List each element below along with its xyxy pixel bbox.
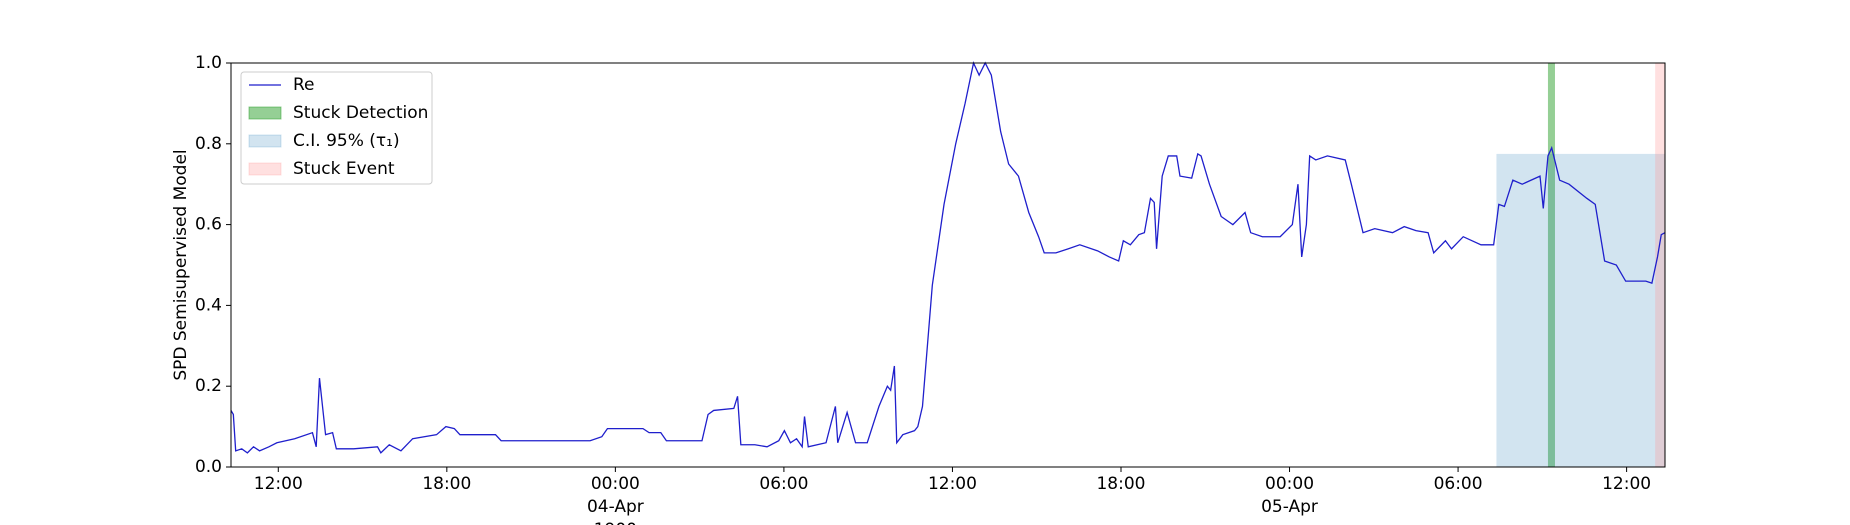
x-tick-label: 18:00 xyxy=(1096,474,1146,494)
legend-label: Stuck Detection xyxy=(293,103,428,123)
legend-patch xyxy=(248,106,282,120)
y-tick-label: 0.8 xyxy=(195,134,222,154)
y-tick-label: 0.0 xyxy=(195,457,222,477)
x-tick-label: 12:00 xyxy=(1602,474,1652,494)
y-tick-label: 0.6 xyxy=(195,215,222,235)
y-tick-label: 1.0 xyxy=(195,53,222,73)
data-line xyxy=(230,60,1666,454)
span xyxy=(1496,153,1665,467)
plot-frame xyxy=(230,62,1666,468)
x-tick-label: 18:00 xyxy=(422,474,472,494)
y-tick-label: 0.4 xyxy=(195,295,222,315)
span xyxy=(1655,63,1665,467)
x-tick-label: 06:00 xyxy=(1433,474,1483,494)
x-tick-label: 00:00 05-Apr xyxy=(1261,474,1318,517)
legend-label: Stuck Event xyxy=(293,159,395,179)
legend-label: C.I. 95% (τ₁) xyxy=(293,131,400,151)
x-tick-label: 12:00 xyxy=(927,474,977,494)
legend-box xyxy=(240,71,433,185)
x-tick-label: 12:00 xyxy=(253,474,303,494)
legend-label: Re xyxy=(293,75,315,95)
x-tick-label: 06:00 xyxy=(759,474,809,494)
legend-patch xyxy=(248,162,282,176)
y-tick-label: 0.2 xyxy=(195,376,222,396)
span xyxy=(1547,63,1555,467)
legend-patch xyxy=(248,134,282,148)
x-tick-label: 00:00 04-Apr 1900 xyxy=(586,474,644,525)
y-axis-label: SPD Semisupervised Model xyxy=(171,149,191,380)
